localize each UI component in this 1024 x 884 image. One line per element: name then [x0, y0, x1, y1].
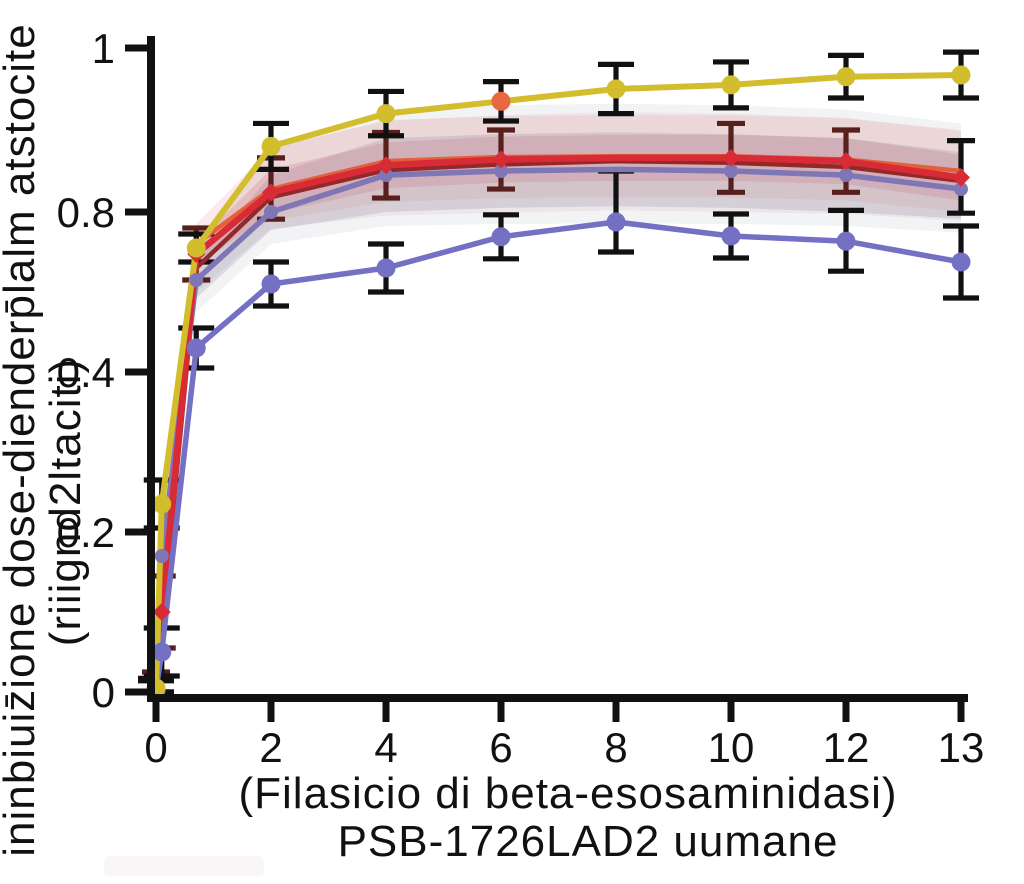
marker-slate	[189, 273, 204, 287]
marker-red	[492, 150, 510, 169]
x-axis-title-line1: (Filasicio di beta-esosaminidasi)	[238, 769, 897, 818]
series-line-red	[152, 154, 965, 692]
series-markers	[146, 65, 971, 700]
tick-labels: 00.20.40.810 2 4 6 8 10 12 13	[57, 25, 985, 771]
marker-yellow	[376, 104, 396, 124]
marker-yellow	[186, 238, 206, 258]
x-tick-label: 10	[708, 724, 755, 771]
x-tick-label: 6	[489, 724, 512, 771]
y-axis-title-line1: ininbiuiz̄ione dose-dienderp̄lalm atstoc…	[0, 23, 44, 856]
series-line-yellow	[153, 72, 964, 691]
marker-yellow	[152, 494, 172, 514]
band-slate	[156, 132, 961, 692]
marker-blue	[951, 252, 971, 272]
x-axis-title-line2: PSB-1726LAD2 uumane	[338, 817, 839, 866]
marker-slate	[154, 549, 169, 563]
marker-slate	[839, 168, 853, 183]
y-axis-title-line2: (riiignd2ltaciti)	[41, 358, 90, 646]
marker-blue	[261, 274, 281, 294]
series-lines	[152, 72, 965, 694]
y-tick-label: 0	[92, 669, 115, 716]
marker-red	[377, 156, 395, 175]
marker-blue	[376, 258, 396, 278]
marker-yellow	[491, 91, 511, 111]
marker-blue	[606, 212, 626, 232]
x-tick-label: 0	[144, 724, 167, 771]
marker-yellow	[951, 65, 971, 85]
y-tick-label: 0.4	[57, 349, 115, 396]
marker-blue	[836, 231, 856, 251]
marker-red	[152, 603, 171, 621]
x-tick-label: 12	[823, 724, 870, 771]
marker-yellow	[836, 67, 856, 87]
x-tick-label: 2	[259, 724, 282, 771]
marker-slate	[494, 164, 508, 178]
marker-yellow	[721, 75, 741, 95]
marker-blue	[152, 642, 172, 662]
x-tick-label: 8	[604, 724, 627, 771]
marker-slate	[379, 168, 393, 183]
faint-smudge	[104, 856, 264, 876]
marker-red	[722, 148, 740, 167]
marker-blue	[491, 227, 511, 247]
x-tick-label: 4	[374, 724, 397, 771]
y-tick-label: 0.2	[57, 509, 115, 556]
marker-slate	[724, 164, 738, 178]
marker-slate	[264, 205, 278, 219]
marker-slate	[954, 182, 968, 197]
marker-red	[262, 183, 280, 202]
marker-yellow	[261, 136, 281, 156]
marker-red	[952, 168, 970, 187]
y-tick-label: 0.8	[57, 189, 115, 236]
series-line-blue	[153, 219, 964, 694]
y-tick-label: 1	[92, 25, 115, 72]
marker-blue	[186, 338, 206, 358]
marker-yellow	[606, 79, 626, 99]
x-tick-label: 13	[938, 724, 985, 771]
marker-blue	[721, 226, 741, 246]
marker-red	[837, 152, 855, 171]
axes	[125, 36, 968, 722]
